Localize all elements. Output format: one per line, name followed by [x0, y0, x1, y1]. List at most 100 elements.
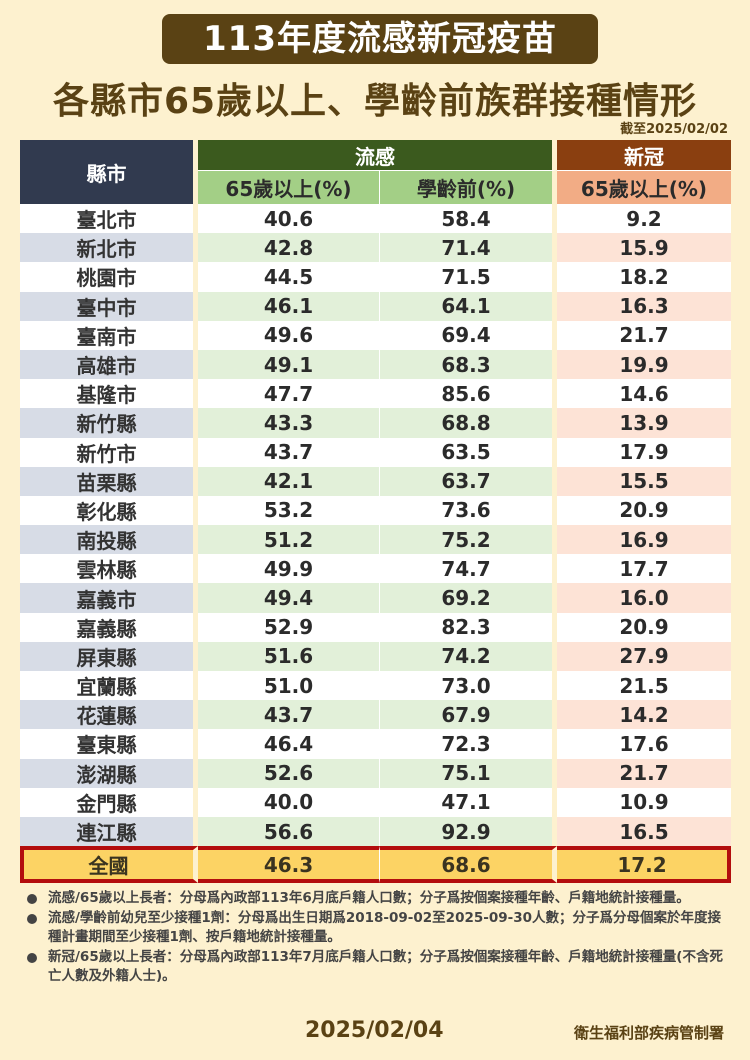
county-cell: 新北市: [20, 233, 198, 263]
flu-preschool-cell: 64.1: [380, 291, 557, 321]
flu-65-cell: 51.6: [198, 641, 380, 671]
flu-65-cell: 52.9: [198, 612, 380, 642]
flu-preschool-cell: 71.4: [380, 233, 557, 263]
table-row: 臺東縣 46.4 72.3 17.6: [20, 729, 731, 759]
footnote-text: 流感/65歲以上長者：分母爲內政部113年6月底戶籍人口數；分子爲按個案接種年齡…: [48, 890, 690, 906]
county-cell: 臺北市: [20, 204, 198, 234]
county-cell: 新竹縣: [20, 408, 198, 438]
flu-preschool-cell: 75.1: [380, 758, 557, 788]
table-row: 金門縣 40.0 47.1 10.9: [20, 787, 731, 817]
header-covid-group: 新冠: [557, 140, 731, 171]
flu-preschool-cell: 82.3: [380, 612, 557, 642]
county-cell: 臺南市: [20, 320, 198, 350]
county-cell: 嘉義縣: [20, 612, 198, 642]
county-cell: 高雄市: [20, 349, 198, 380]
covid-65-cell: 17.7: [557, 554, 731, 584]
flu-preschool-cell: 72.3: [380, 729, 557, 759]
flu-65-cell: 49.4: [198, 583, 380, 613]
table-row: 雲林縣 49.9 74.7 17.7: [20, 554, 731, 584]
covid-65-cell: 17.2: [557, 846, 731, 884]
table-row: 屏東縣 51.6 74.2 27.9: [20, 641, 731, 671]
flu-preschool-cell: 68.8: [380, 408, 557, 438]
flu-preschool-cell: 58.4: [380, 204, 557, 234]
covid-65-cell: 16.0: [557, 583, 731, 613]
covid-65-cell: 27.9: [557, 641, 731, 671]
county-cell: 屏東縣: [20, 641, 198, 671]
table-row: 宜蘭縣 51.0 73.0 21.5: [20, 671, 731, 701]
county-cell: 連江縣: [20, 816, 198, 847]
flu-65-cell: 43.7: [198, 437, 380, 467]
flu-65-cell: 42.1: [198, 466, 380, 496]
flu-preschool-cell: 74.2: [380, 641, 557, 671]
table-row: 苗栗縣 42.1 63.7 15.5: [20, 466, 731, 496]
header-covid-65: 65歲以上(%): [557, 171, 731, 204]
covid-65-cell: 21.5: [557, 671, 731, 701]
bullet-icon: [27, 953, 37, 963]
covid-65-cell: 9.2: [557, 204, 731, 234]
covid-65-cell: 15.9: [557, 233, 731, 263]
flu-65-cell: 47.7: [198, 379, 380, 409]
covid-65-cell: 16.3: [557, 291, 731, 321]
vaccination-table: 縣市 流感 新冠 65歲以上(%) 學齡前(%) 65歲以上(%) 臺北市 40.…: [20, 140, 731, 884]
page-subtitle: 各縣市65歲以上、學齡前族群接種情形: [52, 81, 698, 122]
covid-65-cell: 16.5: [557, 816, 731, 847]
bullet-icon: [27, 914, 37, 924]
flu-65-cell: 46.1: [198, 291, 380, 321]
county-cell: 苗栗縣: [20, 466, 198, 496]
county-cell: 彰化縣: [20, 495, 198, 526]
table-row: 花蓮縣 43.7 67.9 14.2: [20, 700, 731, 730]
header-flu-group: 流感: [198, 140, 557, 171]
total-row: 全國 46.3 68.6 17.2: [20, 846, 731, 884]
flu-65-cell: 52.6: [198, 758, 380, 788]
flu-65-cell: 49.1: [198, 349, 380, 380]
table-row: 嘉義市 49.4 69.2 16.0: [20, 583, 731, 613]
footnote-text: 流感/學齡前幼兒至少接種1劑：分母爲出生日期爲2018-09-02至2025-0…: [48, 910, 722, 945]
organization-name: 衛生福利部疾病管制署: [573, 1024, 724, 1042]
bullet-icon: [27, 894, 37, 904]
flu-65-cell: 49.9: [198, 554, 380, 584]
header-flu-preschool: 學齡前(%): [380, 171, 557, 204]
flu-preschool-cell: 68.6: [380, 846, 557, 884]
flu-preschool-cell: 68.3: [380, 349, 557, 380]
county-cell: 花蓮縣: [20, 700, 198, 730]
county-cell: 澎湖縣: [20, 758, 198, 788]
covid-65-cell: 17.9: [557, 437, 731, 467]
covid-65-cell: 21.7: [557, 758, 731, 788]
table-body: 臺北市 40.6 58.4 9.2 新北市 42.8 71.4 15.9 桃園市 44.5 71.5…: [20, 204, 731, 884]
flu-65-cell: 44.5: [198, 262, 380, 292]
table-row: 新北市 42.8 71.4 15.9: [20, 233, 731, 263]
footnote-item: 新冠/65歲以上長者：分母爲內政部113年7月底戶籍人口數；分子爲按個案接種年齡…: [24, 948, 734, 986]
flu-preschool-cell: 71.5: [380, 262, 557, 292]
county-cell: 雲林縣: [20, 554, 198, 584]
footnote-item: 流感/學齡前幼兒至少接種1劑：分母爲出生日期爲2018-09-02至2025-0…: [24, 909, 734, 947]
table-row: 嘉義縣 52.9 82.3 20.9: [20, 612, 731, 642]
page-title: 113年度流感新冠疫苗: [162, 14, 598, 64]
table-row: 高雄市 49.1 68.3 19.9: [20, 349, 731, 380]
county-cell: 嘉義市: [20, 583, 198, 613]
flu-preschool-cell: 67.9: [380, 700, 557, 730]
table-row: 臺南市 49.6 69.4 21.7: [20, 320, 731, 350]
footnotes: 流感/65歲以上長者：分母爲內政部113年6月底戶籍人口數；分子爲按個案接種年齡…: [24, 889, 734, 987]
flu-65-cell: 43.3: [198, 408, 380, 438]
covid-65-cell: 14.2: [557, 700, 731, 730]
flu-65-cell: 40.0: [198, 787, 380, 817]
table-row: 連江縣 56.6 92.9 16.5: [20, 816, 731, 847]
table-row: 桃園市 44.5 71.5 18.2: [20, 262, 731, 292]
flu-preschool-cell: 85.6: [380, 379, 557, 409]
flu-preschool-cell: 63.5: [380, 437, 557, 467]
flu-65-cell: 51.0: [198, 671, 380, 701]
covid-65-cell: 20.9: [557, 612, 731, 642]
flu-65-cell: 53.2: [198, 495, 380, 526]
flu-preschool-cell: 63.7: [380, 466, 557, 496]
flu-preschool-cell: 74.7: [380, 554, 557, 584]
flu-preschool-cell: 73.0: [380, 671, 557, 701]
header-flu-65: 65歲以上(%): [198, 171, 380, 204]
covid-65-cell: 21.7: [557, 320, 731, 350]
table-row: 新竹縣 43.3 68.8 13.9: [20, 408, 731, 438]
covid-65-cell: 10.9: [557, 787, 731, 817]
county-cell: 南投縣: [20, 525, 198, 555]
county-cell: 基隆市: [20, 379, 198, 409]
covid-65-cell: 13.9: [557, 408, 731, 438]
covid-65-cell: 18.2: [557, 262, 731, 292]
covid-65-cell: 15.5: [557, 466, 731, 496]
